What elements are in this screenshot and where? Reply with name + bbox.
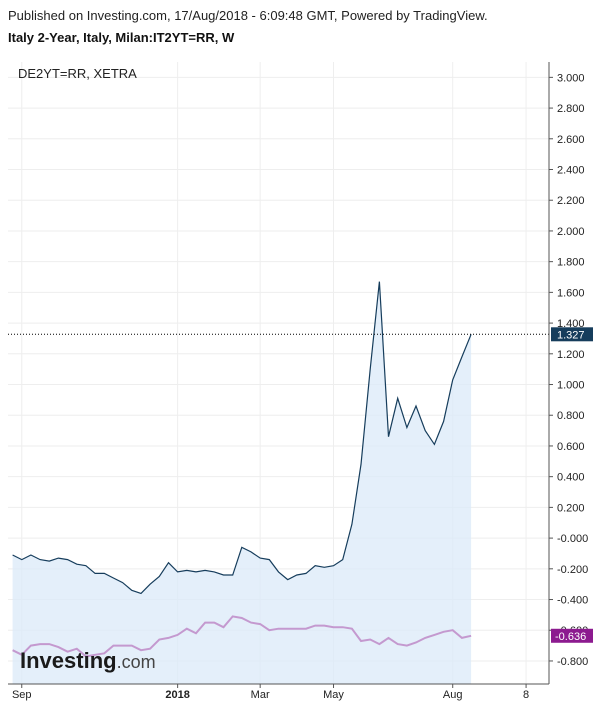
legend-label: DE2YT=RR, XETRA [18,66,137,81]
y-tick-label: 2.400 [557,165,585,177]
y-tick-label: 1.000 [557,380,585,392]
y-tick-label: 3.000 [557,72,585,84]
y-tick-label: 0.600 [557,441,585,453]
secondary-series-line [12,615,472,658]
chart-header: Published on Investing.com, 17/Aug/2018 … [8,6,592,48]
y-tick-label: -0.000 [557,533,588,545]
x-axis: Sep 2018 Mar May Aug 8 [12,684,529,701]
primary-series-area [12,281,472,684]
primary-last-badge: 1.327 [551,327,593,342]
chart-title: Italy 2-Year, Italy, Milan:IT2YT=RR, W [8,30,235,45]
y-tick-label: 2.000 [557,226,585,238]
y-tick-label: 0.200 [557,502,585,514]
investing-logo: Investing.com [20,648,156,673]
secondary-last-value: -0.636 [555,631,586,643]
secondary-last-badge: -0.636 [551,628,593,643]
primary-last-value: 1.327 [557,329,585,341]
y-tick-label: 1.800 [557,257,585,269]
y-tick-label: 0.800 [557,410,585,422]
y-tick-label: 2.800 [557,103,585,115]
y-tick-label: 1.400 [557,318,585,330]
y-tick-label: 0.400 [557,472,585,484]
y-tick-label: 2.200 [557,195,585,207]
y-axis: 3.000 2.800 2.600 2.400 2.200 2.000 1.800 1.600… [549,72,588,668]
published-caption: Published on Investing.com, 17/Aug/2018 … [8,8,488,23]
y-tick-label: -0.800 [557,656,588,668]
y-tick-label: 1.600 [557,287,585,299]
x-tick-label: Aug [443,689,463,701]
x-tick-label: May [323,689,344,701]
x-tick-label: 2018 [165,689,189,701]
primary-series-line [12,281,472,595]
x-tick-label: Sep [12,689,32,701]
y-tick-label: 1.200 [557,349,585,361]
x-tick-label: 8 [523,689,529,701]
y-tick-label: -0.200 [557,564,588,576]
x-tick-label: Mar [251,689,270,701]
y-tick-label: -0.400 [557,595,588,607]
logo-text: Investing.com [20,648,156,673]
y-tick-label: 2.600 [557,134,585,146]
